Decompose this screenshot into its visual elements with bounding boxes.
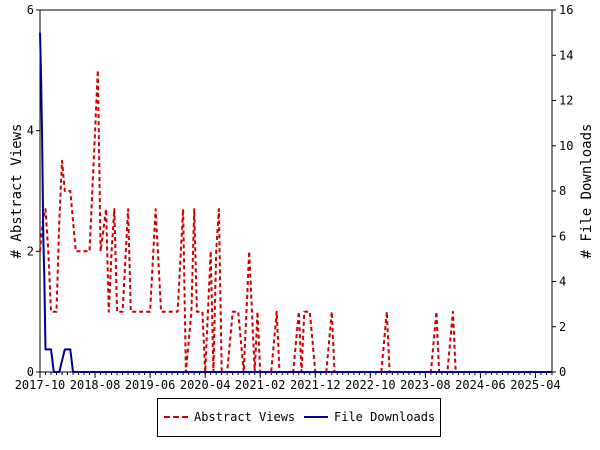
legend-label-abstract-views: Abstract Views [194, 410, 296, 424]
y-left-tick-label: 2 [27, 244, 34, 258]
legend: Abstract Views File Downloads [157, 398, 441, 437]
y-right-tick-label: 8 [559, 184, 566, 198]
x-tick-label: 2017-10 [15, 378, 66, 392]
series-line-file-downloads [39, 32, 552, 373]
chart: 0 2 4 6 0 2 4 6 8 10 12 14 16 2017-10 2018-08 2019-06 20… [9, 3, 595, 392]
legend-item-abstract-views: Abstract Views [164, 410, 295, 424]
x-tick-label: 2021-02 [235, 378, 286, 392]
legend-swatch-file-downloads [304, 416, 328, 418]
y-right-tick-label: 16 [559, 3, 573, 17]
plot-frame [39, 9, 553, 373]
legend-item-file-downloads: File Downloads [304, 410, 435, 424]
y-right-tick-label: 12 [559, 94, 573, 108]
y-right-tick-label: 2 [559, 320, 566, 334]
y-right-tick-label: 4 [559, 275, 566, 289]
y-left-axis-label: # Abstract Views [9, 124, 25, 259]
x-tick-label: 2024-06 [455, 378, 506, 392]
y-right-tick-label: 0 [559, 365, 566, 379]
y-right-tick-label: 6 [559, 229, 566, 243]
x-tick-label: 2019-06 [125, 378, 176, 392]
y-left-tick-label: 6 [27, 3, 34, 17]
x-tick-label: 2022-10 [345, 378, 396, 392]
x-tick-label: 2025-04 [510, 378, 561, 392]
y-right-axis-label: # File Downloads [579, 124, 595, 259]
series-line-abstract-views [39, 69, 552, 373]
y-left-tick-label: 0 [27, 365, 34, 379]
legend-label-file-downloads: File Downloads [334, 410, 436, 424]
legend-swatch-abstract-views [164, 416, 188, 418]
y-right-tick-label: 14 [559, 48, 573, 62]
x-tick-label: 2023-08 [400, 378, 451, 392]
x-tick-label: 2020-04 [180, 378, 231, 392]
y-left-tick-label: 4 [27, 124, 34, 138]
x-tick-label: 2021-12 [290, 378, 341, 392]
x-tick-label: 2018-08 [70, 378, 121, 392]
y-right-tick-label: 10 [559, 139, 573, 153]
